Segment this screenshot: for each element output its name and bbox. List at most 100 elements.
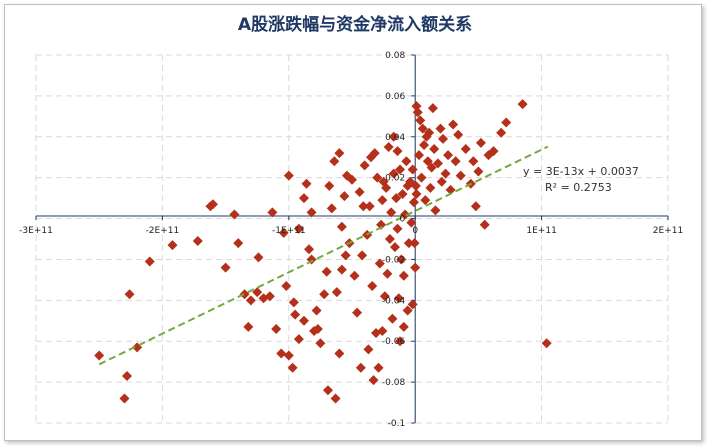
data-point bbox=[367, 281, 378, 292]
data-point bbox=[334, 148, 345, 159]
data-point bbox=[326, 203, 337, 214]
trendline-layer bbox=[98, 145, 549, 366]
data-point bbox=[372, 172, 383, 183]
data-point bbox=[473, 166, 484, 177]
data-point bbox=[424, 127, 435, 138]
data-point bbox=[415, 115, 426, 126]
data-point bbox=[388, 168, 399, 179]
data-point bbox=[417, 123, 428, 134]
data-point bbox=[376, 219, 387, 230]
data-point bbox=[368, 375, 379, 386]
data-point bbox=[400, 209, 411, 220]
data-point bbox=[340, 250, 351, 261]
data-point bbox=[398, 270, 409, 281]
data-point bbox=[425, 182, 436, 193]
grid-lines bbox=[35, 54, 669, 424]
data-point bbox=[354, 186, 365, 197]
data-point bbox=[410, 262, 421, 273]
data-point bbox=[339, 191, 350, 202]
data-point bbox=[331, 287, 342, 298]
y-tick-label: -0.06 bbox=[382, 337, 406, 347]
data-point bbox=[144, 256, 155, 267]
data-point bbox=[387, 313, 398, 324]
data-point bbox=[334, 348, 345, 359]
data-point bbox=[271, 323, 282, 334]
data-point bbox=[408, 197, 419, 208]
data-point bbox=[386, 207, 397, 218]
data-point bbox=[407, 164, 418, 175]
data-point bbox=[364, 201, 375, 212]
x-tick-label: 1E+11 bbox=[526, 226, 556, 236]
data-point bbox=[402, 305, 413, 316]
data-point bbox=[373, 362, 384, 373]
chart-frame bbox=[4, 4, 702, 441]
data-point bbox=[413, 150, 424, 161]
data-point bbox=[427, 103, 438, 114]
data-point bbox=[479, 219, 490, 230]
data-point bbox=[298, 193, 309, 204]
x-tick-label: 0 bbox=[412, 226, 418, 236]
data-point bbox=[517, 99, 528, 110]
data-point bbox=[122, 370, 133, 381]
data-point bbox=[319, 289, 330, 300]
data-point bbox=[475, 137, 486, 148]
tick-labels: -3E+11 -2E+11 -1E+11 0 1E+11 2E+11 -0.1 -0.08 -0… bbox=[19, 51, 683, 429]
data-point bbox=[453, 129, 464, 140]
data-point bbox=[192, 236, 203, 247]
data-point bbox=[450, 156, 461, 167]
data-point bbox=[448, 119, 459, 130]
y-tick-label: -0.1 bbox=[388, 419, 406, 429]
y-tick-label: -0.04 bbox=[382, 296, 406, 306]
data-point bbox=[119, 393, 130, 404]
data-point bbox=[349, 270, 360, 281]
x-tick-label: -2E+11 bbox=[146, 226, 180, 236]
y-tick-label: -0.02 bbox=[382, 255, 405, 265]
data-point bbox=[220, 262, 231, 273]
data-point bbox=[410, 180, 421, 191]
data-point bbox=[430, 205, 441, 216]
data-point bbox=[321, 266, 332, 277]
y-tick-label: -0.08 bbox=[382, 378, 406, 388]
data-point bbox=[253, 252, 264, 263]
data-point bbox=[276, 348, 287, 359]
data-point bbox=[281, 281, 292, 292]
data-point bbox=[397, 189, 408, 200]
data-point bbox=[401, 156, 412, 167]
data-point bbox=[358, 201, 369, 212]
data-point bbox=[315, 338, 326, 349]
data-point bbox=[488, 146, 499, 157]
trendline bbox=[98, 145, 549, 366]
data-point bbox=[322, 385, 333, 396]
data-point bbox=[298, 315, 309, 326]
data-point bbox=[306, 207, 317, 218]
data-point bbox=[233, 238, 244, 249]
data-point bbox=[468, 156, 479, 167]
data-point bbox=[445, 184, 456, 195]
data-point bbox=[283, 170, 294, 181]
data-point bbox=[336, 221, 347, 232]
data-point bbox=[94, 350, 105, 361]
data-point bbox=[398, 321, 409, 332]
data-point bbox=[365, 152, 376, 163]
data-point bbox=[124, 289, 135, 300]
data-point bbox=[382, 268, 393, 279]
data-point bbox=[470, 201, 481, 212]
data-point bbox=[374, 258, 385, 269]
data-point bbox=[324, 180, 335, 191]
data-point bbox=[381, 182, 392, 193]
data-point bbox=[293, 334, 304, 345]
data-point bbox=[243, 321, 254, 332]
data-point bbox=[420, 195, 431, 206]
data-point bbox=[395, 336, 406, 347]
y-tick-label: 0.02 bbox=[385, 174, 405, 184]
y-tick-label: 0.06 bbox=[385, 92, 405, 102]
data-point bbox=[252, 287, 263, 298]
data-point bbox=[429, 144, 440, 155]
data-point bbox=[383, 142, 394, 152]
data-point bbox=[290, 309, 301, 320]
data-point bbox=[287, 362, 298, 373]
data-point bbox=[264, 291, 275, 302]
data-point bbox=[330, 393, 341, 404]
y-tick-label: 0.08 bbox=[385, 51, 405, 61]
